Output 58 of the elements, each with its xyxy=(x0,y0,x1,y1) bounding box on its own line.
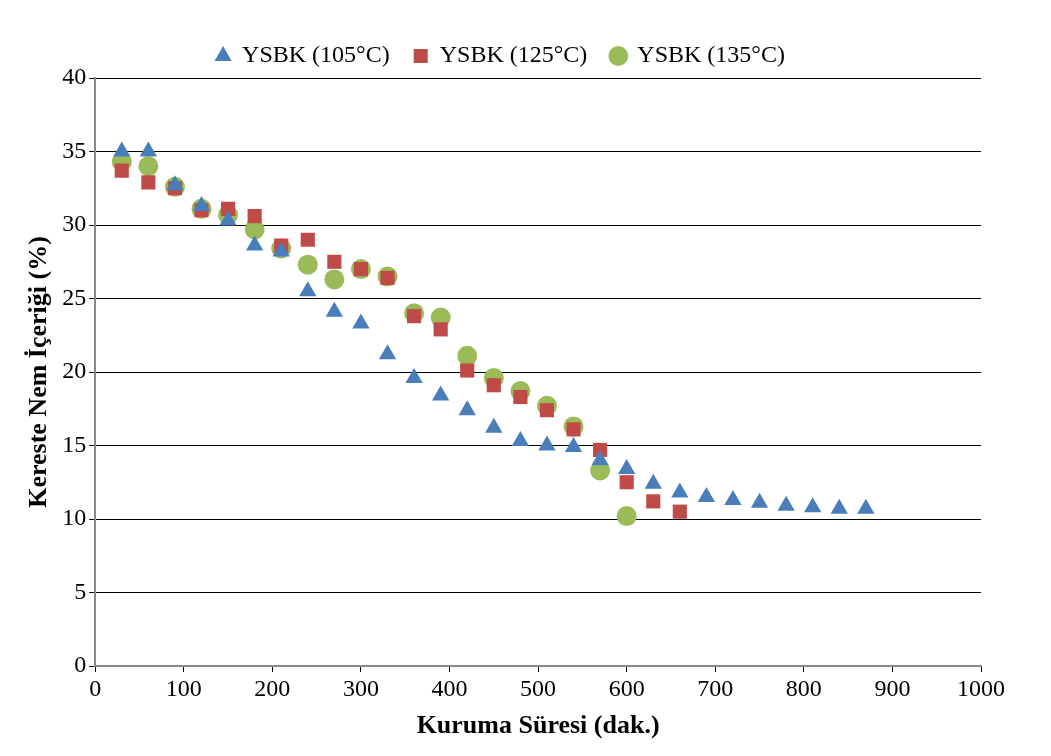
point xyxy=(538,435,556,451)
point xyxy=(378,344,397,360)
point xyxy=(857,498,875,514)
x-tick-label: 200 xyxy=(254,674,291,701)
y-axis-title: Kereste Nem İçeriği (%) xyxy=(23,236,53,508)
point xyxy=(644,473,662,489)
y-tick-label: 0 xyxy=(74,651,87,678)
point xyxy=(141,175,156,190)
point xyxy=(460,363,475,378)
y-tick-label: 10 xyxy=(62,504,87,531)
x-tick-label: 600 xyxy=(608,674,645,701)
point xyxy=(432,385,450,401)
legend-label: YSBK (135°C) xyxy=(637,41,785,68)
x-tick-label: 400 xyxy=(431,674,468,701)
point xyxy=(591,450,609,466)
x-tick-label: 800 xyxy=(785,674,822,701)
point xyxy=(138,156,159,177)
y-tick-label: 30 xyxy=(62,210,87,237)
point xyxy=(433,322,448,337)
point xyxy=(564,436,583,452)
x-tick-label: 300 xyxy=(342,674,379,701)
legend-label: YSBK (125°C) xyxy=(439,41,588,68)
x-tick-label: 700 xyxy=(697,674,734,701)
point xyxy=(352,313,370,329)
point xyxy=(247,209,262,224)
point xyxy=(114,163,129,178)
x-axis-title: Kuruma Süresi (dak.) xyxy=(416,710,660,740)
point xyxy=(804,497,822,513)
point xyxy=(618,459,636,475)
point xyxy=(405,367,423,383)
y-tick-label: 25 xyxy=(62,283,87,310)
x-tick-label: 1000 xyxy=(957,674,1005,701)
point xyxy=(300,232,315,247)
point xyxy=(485,417,503,433)
x-tick-label: 900 xyxy=(874,674,911,701)
y-tick-label: 20 xyxy=(62,357,87,384)
y-tick-label: 35 xyxy=(62,136,87,163)
point xyxy=(777,495,795,511)
point xyxy=(327,254,342,269)
point xyxy=(221,201,236,216)
point xyxy=(297,254,318,275)
point xyxy=(458,400,476,416)
y-tick-label: 40 xyxy=(62,63,87,90)
x-tick-label: 500 xyxy=(520,674,557,701)
y-tick-label: 5 xyxy=(74,577,87,604)
point xyxy=(324,269,345,290)
y-tick-label: 15 xyxy=(62,430,87,457)
point xyxy=(830,498,848,514)
point xyxy=(671,482,689,498)
point xyxy=(511,431,530,447)
point xyxy=(724,489,742,505)
point xyxy=(750,492,769,508)
point xyxy=(486,378,501,393)
point xyxy=(697,486,716,502)
x-tick-label: 100 xyxy=(165,674,202,701)
point xyxy=(299,281,317,297)
legend-label: YSBK (105°C) xyxy=(242,41,390,68)
point xyxy=(457,345,478,366)
